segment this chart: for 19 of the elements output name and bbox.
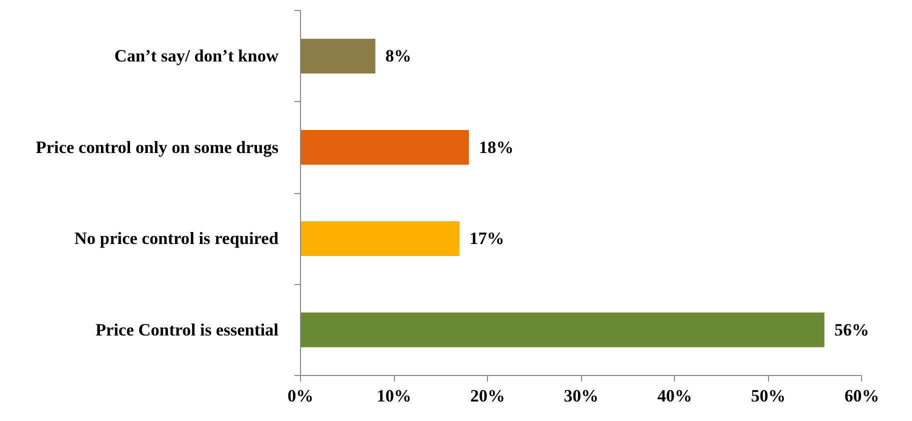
y-tick-label: Price Control is essential: [95, 320, 279, 340]
x-tick-label: 20%: [470, 386, 505, 406]
y-tick-label: Price control only on some drugs: [36, 138, 279, 157]
y-tick-label: No price control is required: [74, 229, 279, 248]
data-label: 56%: [834, 320, 870, 340]
x-tick-label: 0%: [288, 386, 314, 406]
x-tick-label: 50%: [750, 386, 786, 406]
bar: [300, 312, 824, 348]
y-tick-label: Can’t say/ don’t know: [114, 46, 279, 66]
bar: [300, 38, 376, 74]
x-tick-label: 60%: [844, 386, 880, 406]
data-label: 17%: [470, 229, 504, 248]
x-tick-label: 10%: [376, 386, 412, 406]
bar: [300, 130, 469, 165]
data-label: 8%: [385, 46, 412, 66]
data-label: 18%: [478, 138, 514, 157]
x-tick-label: 40%: [657, 386, 692, 406]
x-tick-label: 30%: [564, 386, 598, 406]
bar: [300, 221, 460, 256]
